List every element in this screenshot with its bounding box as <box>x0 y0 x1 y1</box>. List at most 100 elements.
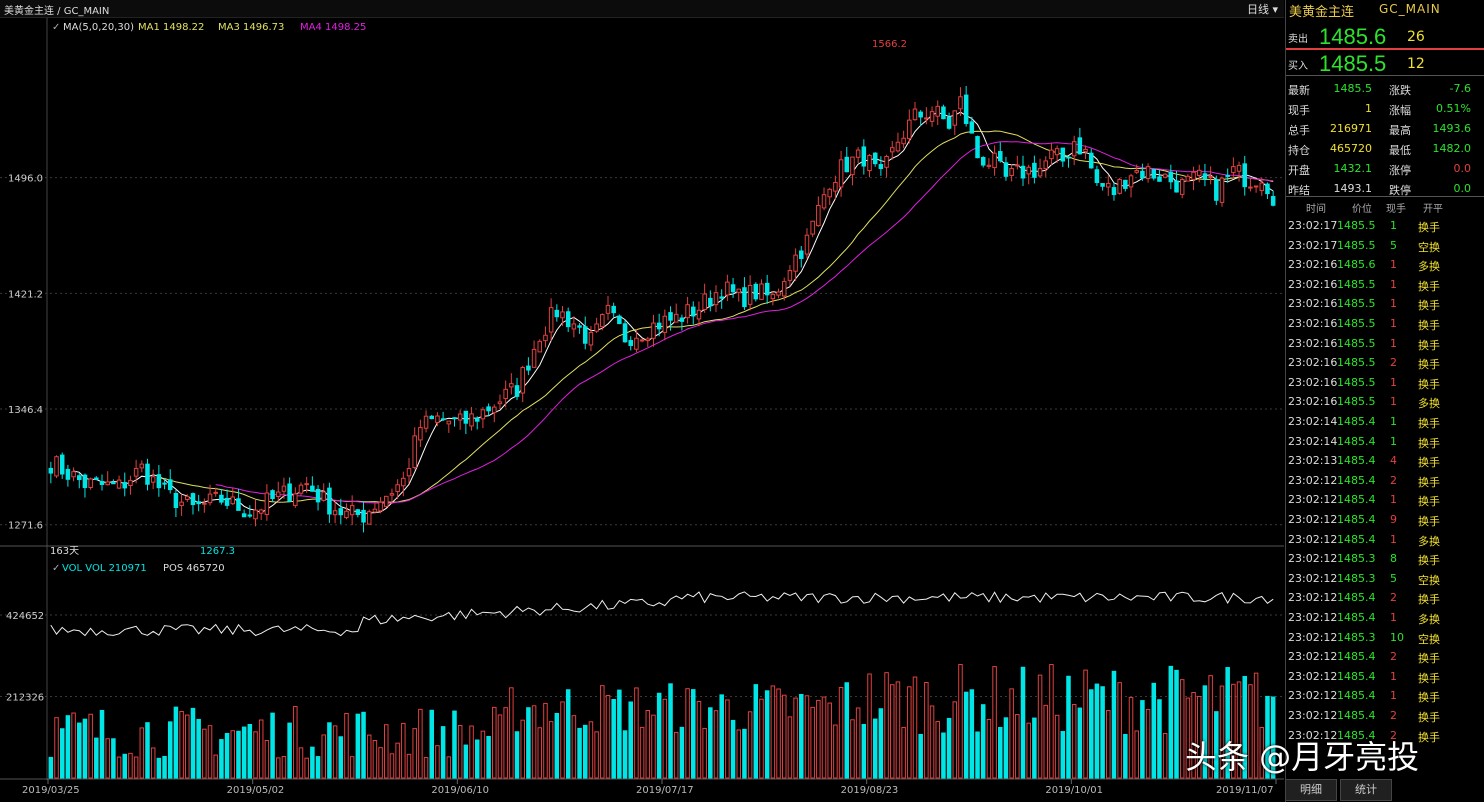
candle-body <box>418 427 423 441</box>
tick-row[interactable]: 23:02:12 1485.4 1 换手 <box>1286 667 1484 687</box>
ma1-legend: MA1 1498.22 <box>138 22 204 33</box>
tick-row[interactable]: 23:02:16 1485.5 1 换手 <box>1286 294 1484 314</box>
candle-body <box>202 502 207 505</box>
ask-row[interactable]: 卖出 1485.6 26 <box>1286 24 1484 49</box>
volume-bar <box>548 721 554 779</box>
tick-row[interactable]: 23:02:12 1485.4 2 换手 <box>1286 706 1484 726</box>
tick-row[interactable]: 23:02:16 1485.5 1 换手 <box>1286 334 1484 354</box>
candle-body <box>1111 187 1117 196</box>
tick-row[interactable]: 23:02:16 1485.5 2 换手 <box>1286 353 1484 373</box>
tick-qty: 1 <box>1390 532 1397 546</box>
volume-legend: VOL VOL 210971 <box>62 563 147 574</box>
tick-qty: 10 <box>1390 630 1404 644</box>
tick-row[interactable]: 23:02:12 1485.3 5 空换 <box>1286 569 1484 589</box>
volume-bar <box>702 727 707 779</box>
tick-row[interactable]: 23:02:16 1485.5 1 多换 <box>1286 392 1484 412</box>
volume-bar <box>912 676 918 779</box>
tick-row[interactable]: 23:02:16 1485.5 1 换手 <box>1286 373 1484 393</box>
tick-price: 1485.3 <box>1337 630 1376 644</box>
candle-body <box>258 509 264 514</box>
kline-chart[interactable]: 1271.6 1346.4 1421.2 1496.0 212326 424652 2019… <box>0 18 1284 802</box>
open-interest-line <box>50 591 1274 637</box>
tick-row[interactable]: 23:02:12 1485.4 9 换手 <box>1286 510 1484 530</box>
tick-row[interactable]: 23:02:17 1485.5 1 换手 <box>1286 216 1484 236</box>
volume-bar <box>54 717 59 779</box>
volume-bar <box>645 710 651 779</box>
candle-body <box>696 309 702 320</box>
candle-body <box>963 94 969 124</box>
tick-row[interactable]: 23:02:14 1485.4 1 换手 <box>1286 432 1484 452</box>
tick-row[interactable]: 23:02:16 1485.6 1 多换 <box>1286 255 1484 275</box>
volume-bar <box>1191 692 1196 779</box>
tick-row[interactable]: 23:02:12 1485.4 1 多换 <box>1286 608 1484 628</box>
volume-bar <box>1270 696 1276 779</box>
tick-row[interactable]: 23:02:12 1485.4 1 换手 <box>1286 686 1484 706</box>
bid-row[interactable]: 买入 1485.5 12 <box>1286 51 1484 76</box>
volume-bar <box>1219 685 1225 779</box>
volume-bar <box>1049 664 1054 779</box>
tick-row[interactable]: 23:02:12 1485.4 1 多换 <box>1286 530 1484 550</box>
volume-bar <box>497 714 503 779</box>
candle-body <box>355 509 361 515</box>
tick-row[interactable]: 23:02:12 1485.4 2 换手 <box>1286 471 1484 491</box>
candle-body <box>446 420 452 425</box>
date-tick-label: 2019/11/07 <box>1216 785 1274 796</box>
volume-bar <box>844 682 850 779</box>
tick-row[interactable]: 23:02:14 1485.4 1 换手 <box>1286 412 1484 432</box>
breadcrumb[interactable]: 美黄金主连 / GC_MAIN <box>4 6 110 17</box>
volume-bar <box>1202 685 1208 779</box>
tick-row[interactable]: 23:02:16 1485.5 1 换手 <box>1286 275 1484 295</box>
date-tick-label: 2019/06/10 <box>431 785 489 796</box>
volume-bar <box>1015 714 1020 779</box>
candle-body <box>759 283 764 300</box>
volume-bar <box>986 718 992 779</box>
candle-body <box>958 96 963 110</box>
tick-row[interactable]: 23:02:12 1485.3 8 换手 <box>1286 549 1484 569</box>
candle-body <box>605 304 611 314</box>
tick-price: 1485.4 <box>1337 473 1376 487</box>
candle-body <box>116 479 122 489</box>
candle-body <box>1202 173 1208 180</box>
candle-body <box>907 119 912 140</box>
volume-bar <box>725 699 730 779</box>
tick-row[interactable]: 23:02:16 1485.5 1 换手 <box>1286 314 1484 334</box>
candle-body <box>88 478 93 488</box>
tick-row[interactable]: 23:02:12 1485.4 2 换手 <box>1286 588 1484 608</box>
vol-legend-toggle-icon[interactable]: ✓ <box>52 563 60 574</box>
tab-detail[interactable]: 明细 <box>1285 779 1337 801</box>
candle-body <box>139 463 145 469</box>
candle-body <box>1106 182 1111 188</box>
tick-row[interactable]: 23:02:12 1485.3 10 空换 <box>1286 628 1484 648</box>
period-selector[interactable]: 日线 ▾ <box>1246 3 1278 16</box>
volume-bar <box>1151 682 1157 779</box>
tick-row[interactable]: 23:02:13 1485.4 4 换手 <box>1286 451 1484 471</box>
tick-row[interactable]: 23:02:12 1485.4 2 换手 <box>1286 726 1484 746</box>
volume-bar <box>543 702 548 779</box>
candle-body <box>469 413 474 427</box>
candle-body <box>71 471 76 478</box>
tick-type: 换手 <box>1418 221 1440 234</box>
tick-type: 换手 <box>1418 436 1440 450</box>
candle-body <box>492 406 497 414</box>
volume-bar <box>378 747 383 779</box>
tab-statistics[interactable]: 统计 <box>1340 779 1392 801</box>
tick-qty: 9 <box>1390 513 1397 526</box>
tick-row[interactable]: 23:02:12 1485.4 1 换手 <box>1286 490 1484 510</box>
tick-row[interactable]: 23:02:12 1485.4 2 换手 <box>1286 647 1484 667</box>
tick-qty: 5 <box>1390 238 1397 252</box>
volume-bar <box>1179 679 1185 779</box>
candle-body <box>708 297 713 307</box>
volume-bar <box>673 731 679 779</box>
candle-body <box>673 313 679 323</box>
ma-legend-toggle-icon[interactable]: ✓ <box>52 22 60 33</box>
stat-value: 216971 <box>1330 122 1372 135</box>
volume-bar <box>401 722 406 779</box>
volume-bar <box>952 701 958 779</box>
candle-body <box>474 417 480 422</box>
volume-bar <box>907 686 912 779</box>
candle-body <box>281 485 287 492</box>
tick-price: 1485.3 <box>1337 552 1376 566</box>
candle-body <box>457 413 463 421</box>
volume-bar <box>179 710 184 779</box>
tick-row[interactable]: 23:02:17 1485.5 5 空换 <box>1286 236 1484 256</box>
